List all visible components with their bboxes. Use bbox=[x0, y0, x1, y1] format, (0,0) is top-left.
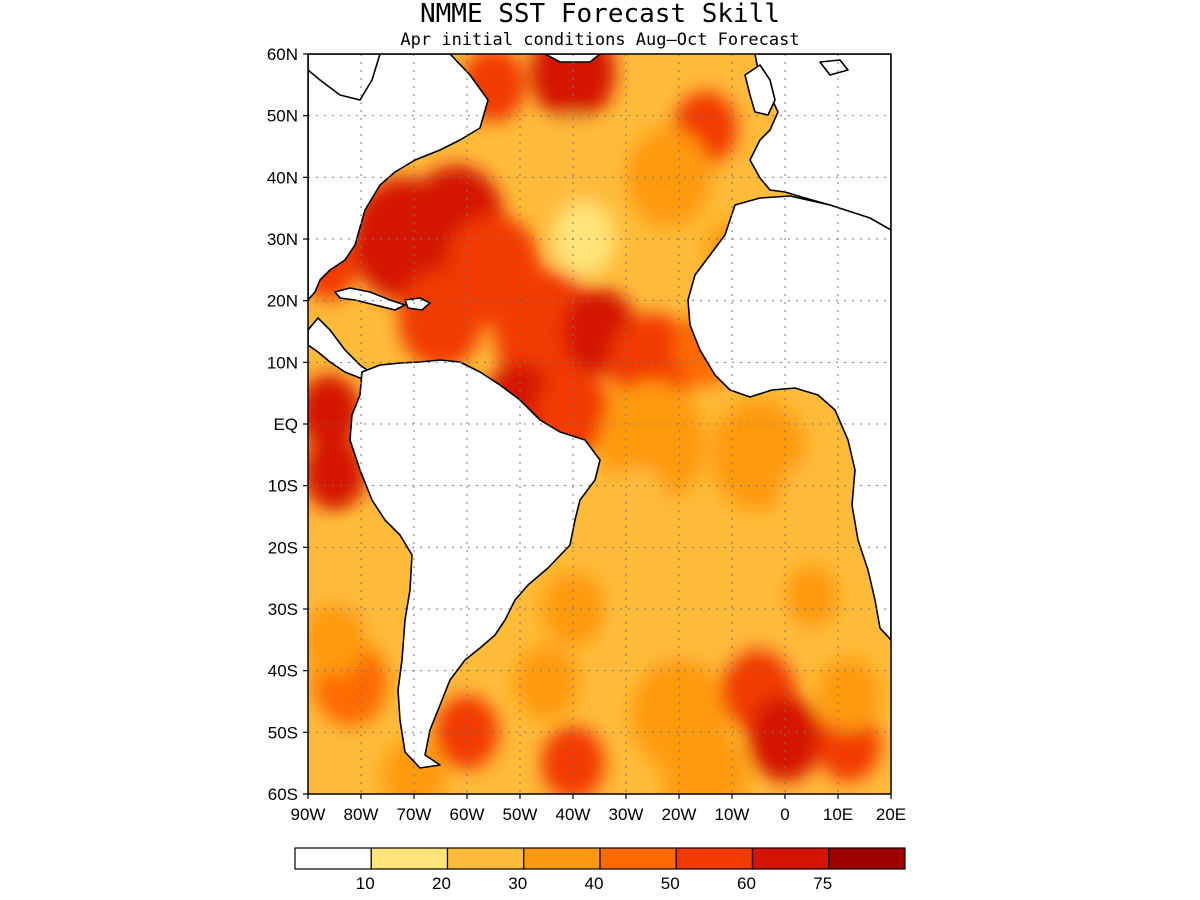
lon-tick-label: 70W bbox=[397, 805, 432, 824]
lat-tick-label: EQ bbox=[273, 415, 298, 434]
lon-tick-label: 10W bbox=[715, 805, 750, 824]
lat-tick-label: 30N bbox=[267, 230, 298, 249]
skill-region bbox=[779, 461, 844, 535]
lon-tick-label: 10E bbox=[823, 805, 853, 824]
skill-region bbox=[308, 602, 367, 677]
skill-region bbox=[551, 202, 616, 276]
lat-tick-label: 40N bbox=[267, 168, 298, 187]
lon-tick-label: 90W bbox=[291, 805, 326, 824]
hispaniola-island bbox=[404, 297, 431, 311]
skill-region bbox=[663, 726, 748, 794]
skill-region bbox=[530, 115, 616, 215]
lat-tick-label: 30S bbox=[268, 600, 298, 619]
lon-tick-label: 20W bbox=[662, 805, 697, 824]
africa-land bbox=[687, 195, 891, 641]
colorbar-level-label: 20 bbox=[432, 874, 451, 893]
skill-region bbox=[308, 436, 367, 511]
lat-tick-label: 20S bbox=[268, 538, 298, 557]
lat-tick-label: 40S bbox=[268, 662, 298, 681]
lon-tick-label: 30W bbox=[609, 805, 644, 824]
lat-tick-label: 10S bbox=[268, 477, 298, 496]
colorbar-level-label: 40 bbox=[585, 874, 604, 893]
colorbar-level-label: 75 bbox=[813, 874, 832, 893]
lon-tick-label: 0 bbox=[780, 805, 789, 824]
colorbar-swatch bbox=[599, 847, 677, 870]
skill-region bbox=[747, 695, 823, 782]
skill-region bbox=[816, 658, 881, 733]
lon-tick-label: 50W bbox=[503, 805, 538, 824]
longitude-axis: 90W 80W 70W 60W 50W 40W 30W 20W 10W 0 10E 20E bbox=[291, 794, 906, 824]
iceland-island bbox=[819, 59, 849, 76]
colorbar-swatch bbox=[675, 847, 754, 870]
colorbar-swatch bbox=[523, 847, 601, 870]
latitude-axis: 60N 50N 40N 30N 20N 10N EQ 10S 20S 30S 40S 50S 60S bbox=[267, 45, 308, 804]
lat-tick-label: 60N bbox=[267, 45, 298, 64]
colorbar: 10 20 30 40 50 60 75 bbox=[294, 847, 906, 893]
land-mask bbox=[308, 54, 891, 769]
skill-region bbox=[541, 726, 605, 794]
skill-region bbox=[435, 695, 499, 770]
greenland-edge bbox=[544, 54, 601, 63]
colorbar-swatch bbox=[294, 847, 372, 870]
north-america-land bbox=[308, 54, 489, 301]
colorbar-swatch bbox=[370, 847, 449, 870]
skill-region bbox=[615, 584, 690, 671]
skill-region bbox=[398, 269, 483, 369]
colorbar-swatch bbox=[751, 847, 830, 870]
page-subtitle: Apr initial conditions Aug–Oct Forecast bbox=[400, 30, 799, 50]
colorbar-level-label: 50 bbox=[661, 874, 680, 893]
cuba-island bbox=[334, 287, 406, 311]
colorbar-level-label: 10 bbox=[356, 874, 375, 893]
colorbar-swatch bbox=[828, 847, 906, 870]
skill-region bbox=[604, 467, 669, 542]
colorbar-level-label: 30 bbox=[508, 874, 527, 893]
hudson-area-land bbox=[308, 54, 381, 101]
skill-region bbox=[308, 374, 361, 449]
lat-tick-label: 20N bbox=[267, 292, 298, 311]
map-panel bbox=[308, 54, 891, 794]
lon-tick-label: 20E bbox=[876, 805, 906, 824]
lat-tick-label: 10N bbox=[267, 353, 298, 372]
page-title: NMME SST Forecast Skill bbox=[420, 0, 780, 29]
skill-region bbox=[318, 528, 404, 628]
colorbar-level-label: 60 bbox=[737, 874, 756, 893]
lat-tick-label: 60S bbox=[268, 785, 298, 804]
skill-region bbox=[514, 646, 579, 720]
lon-tick-label: 80W bbox=[344, 805, 379, 824]
colorbar-swatch bbox=[446, 847, 525, 870]
south-america-land bbox=[349, 359, 601, 769]
map-grid bbox=[308, 54, 891, 794]
lon-tick-label: 60W bbox=[450, 805, 485, 824]
lon-tick-label: 40W bbox=[556, 805, 591, 824]
lat-tick-label: 50S bbox=[268, 723, 298, 742]
british-isles bbox=[744, 64, 776, 116]
lat-tick-label: 50N bbox=[267, 107, 298, 126]
skill-region bbox=[710, 399, 807, 511]
skill-region bbox=[785, 565, 838, 628]
